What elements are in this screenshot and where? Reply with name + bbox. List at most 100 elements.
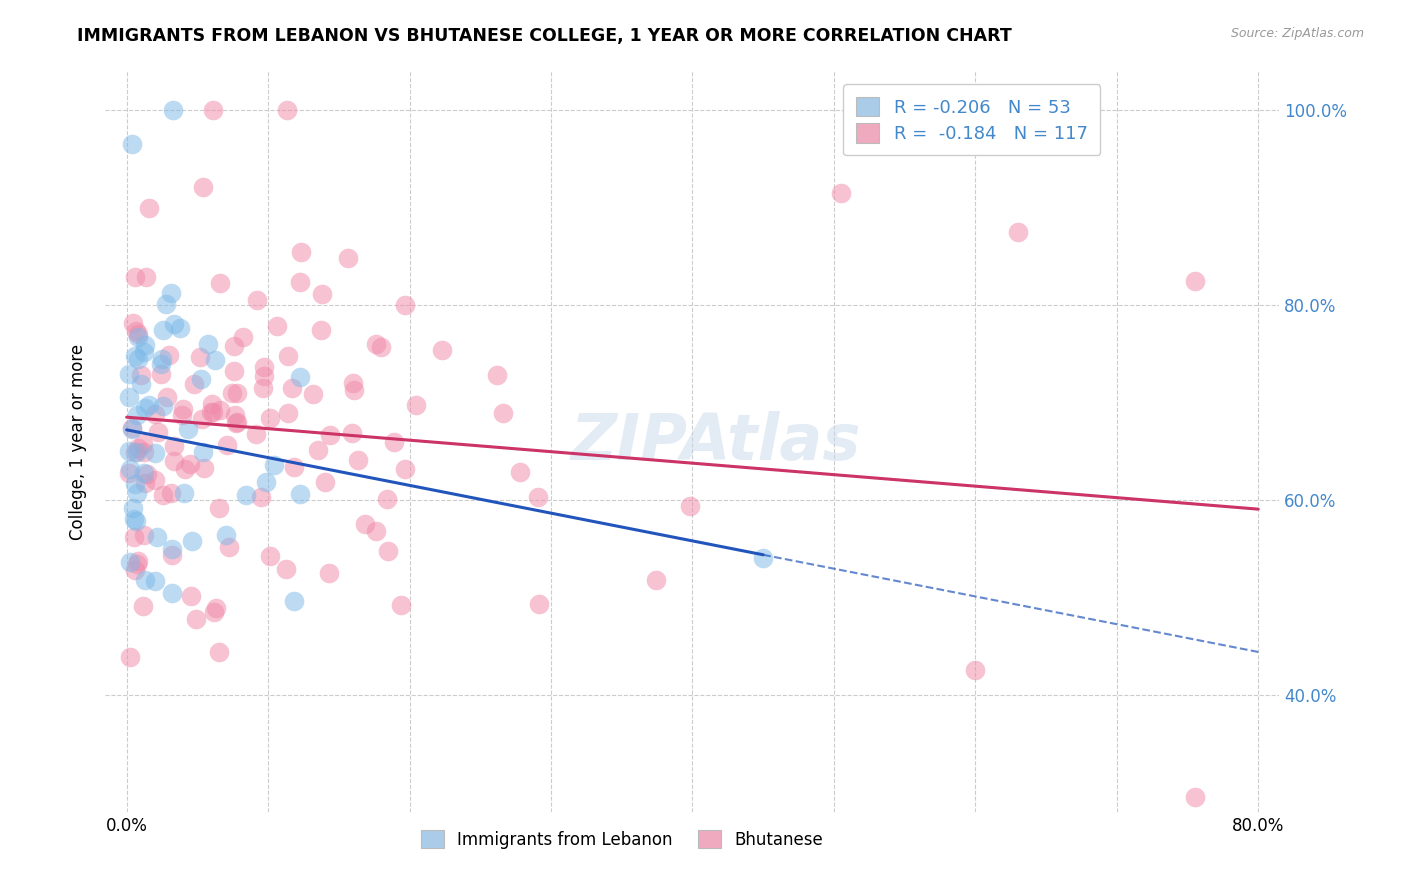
Point bbox=[283, 594, 305, 608]
Point bbox=[309, 323, 332, 337]
Point bbox=[135, 270, 157, 285]
Point bbox=[382, 435, 405, 450]
Point bbox=[266, 319, 288, 334]
Point bbox=[125, 445, 148, 459]
Point bbox=[160, 586, 183, 600]
Point bbox=[121, 420, 143, 434]
Point bbox=[155, 297, 177, 311]
Point bbox=[253, 368, 276, 383]
Point bbox=[277, 406, 299, 420]
Point bbox=[283, 459, 305, 474]
Point bbox=[138, 398, 160, 412]
Point bbox=[263, 458, 285, 472]
Point bbox=[1184, 274, 1206, 288]
Point bbox=[162, 317, 184, 331]
Point bbox=[124, 563, 146, 577]
Point bbox=[208, 644, 231, 658]
Point bbox=[159, 486, 181, 500]
Point bbox=[288, 276, 311, 290]
Point bbox=[127, 351, 149, 366]
Point bbox=[125, 485, 148, 500]
Text: IMMIGRANTS FROM LEBANON VS BHUTANESE COLLEGE, 1 YEAR OR MORE CORRELATION CHART: IMMIGRANTS FROM LEBANON VS BHUTANESE COL… bbox=[77, 27, 1012, 45]
Point bbox=[120, 650, 142, 665]
Point bbox=[118, 367, 141, 381]
Point bbox=[152, 323, 174, 337]
Point bbox=[134, 574, 156, 588]
Point bbox=[307, 443, 329, 458]
Point bbox=[180, 533, 202, 548]
Point bbox=[301, 387, 323, 401]
Point bbox=[336, 251, 359, 265]
Point bbox=[208, 501, 231, 516]
Point bbox=[131, 376, 153, 391]
Point bbox=[191, 179, 214, 194]
Point bbox=[1007, 225, 1029, 239]
Point bbox=[134, 338, 156, 352]
Point bbox=[526, 490, 548, 504]
Point bbox=[124, 477, 146, 491]
Point bbox=[281, 381, 304, 395]
Point bbox=[163, 454, 186, 468]
Point bbox=[492, 406, 515, 420]
Point bbox=[173, 462, 195, 476]
Point bbox=[132, 344, 155, 359]
Point bbox=[250, 490, 273, 504]
Point bbox=[188, 351, 211, 365]
Point bbox=[405, 398, 427, 412]
Point bbox=[202, 405, 225, 419]
Point bbox=[122, 501, 145, 516]
Point bbox=[176, 422, 198, 436]
Point bbox=[288, 487, 311, 501]
Point bbox=[149, 357, 172, 371]
Point bbox=[190, 412, 212, 426]
Point bbox=[215, 438, 238, 452]
Point bbox=[127, 327, 149, 342]
Point bbox=[132, 437, 155, 451]
Point bbox=[364, 524, 387, 539]
Point bbox=[245, 427, 267, 442]
Point bbox=[224, 408, 246, 422]
Point bbox=[163, 439, 186, 453]
Point bbox=[277, 349, 299, 363]
Point bbox=[209, 402, 232, 417]
Point bbox=[274, 562, 297, 576]
Point bbox=[225, 386, 247, 401]
Point bbox=[205, 600, 228, 615]
Point bbox=[145, 574, 167, 588]
Point bbox=[190, 372, 212, 386]
Point bbox=[259, 410, 281, 425]
Point bbox=[235, 488, 257, 502]
Point bbox=[127, 330, 149, 344]
Point bbox=[152, 488, 174, 502]
Point bbox=[118, 462, 141, 476]
Point bbox=[377, 544, 399, 558]
Point bbox=[134, 444, 156, 458]
Point bbox=[394, 461, 416, 475]
Point bbox=[160, 548, 183, 562]
Point bbox=[160, 285, 183, 300]
Point bbox=[169, 320, 191, 334]
Point bbox=[276, 103, 298, 118]
Point bbox=[343, 383, 366, 397]
Point bbox=[138, 201, 160, 215]
Point bbox=[290, 244, 312, 259]
Point bbox=[179, 457, 201, 471]
Point bbox=[121, 422, 143, 436]
Point bbox=[200, 405, 222, 419]
Point bbox=[253, 360, 276, 375]
Point bbox=[124, 349, 146, 363]
Point bbox=[364, 336, 387, 351]
Point bbox=[318, 566, 340, 581]
Text: Source: ZipAtlas.com: Source: ZipAtlas.com bbox=[1230, 27, 1364, 40]
Point bbox=[370, 340, 392, 354]
Point bbox=[118, 555, 141, 569]
Point bbox=[183, 377, 205, 392]
Point bbox=[143, 445, 166, 459]
Point bbox=[254, 475, 277, 489]
Point bbox=[389, 598, 412, 612]
Point bbox=[288, 370, 311, 384]
Point bbox=[148, 425, 170, 439]
Point bbox=[225, 417, 247, 431]
Point bbox=[394, 298, 416, 312]
Y-axis label: College, 1 year or more: College, 1 year or more bbox=[69, 343, 87, 540]
